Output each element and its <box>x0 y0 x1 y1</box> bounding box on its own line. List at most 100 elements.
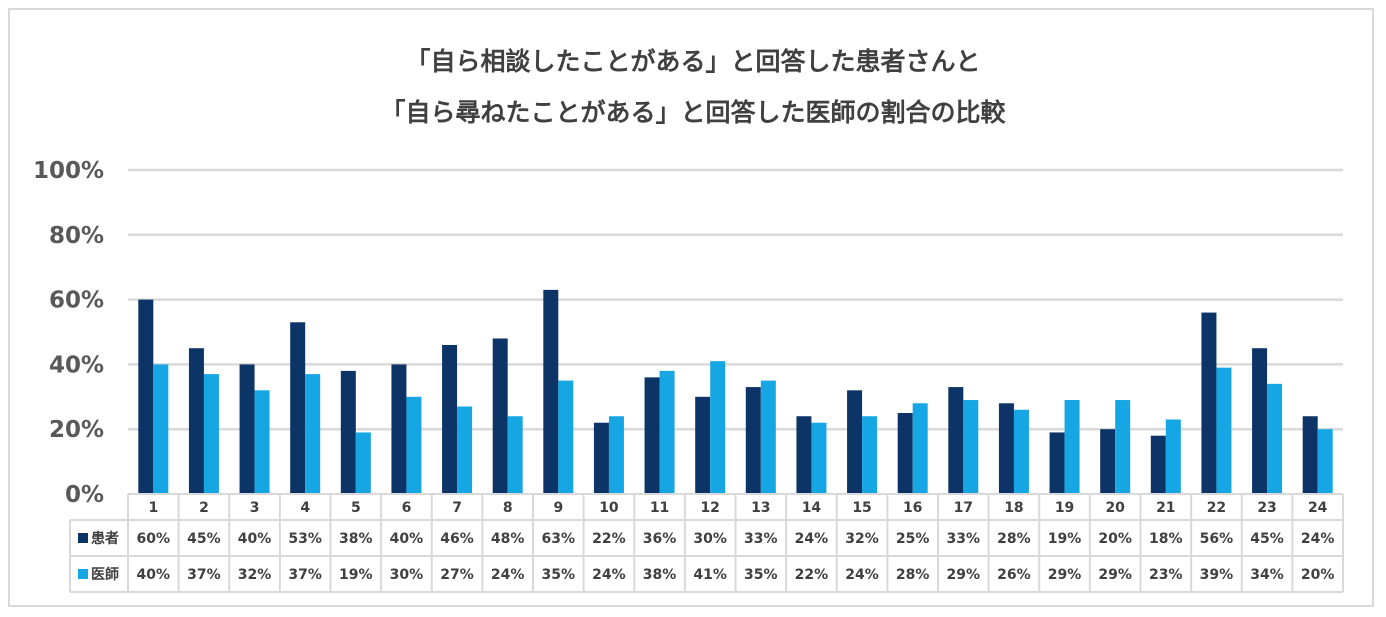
data-label: 24% <box>845 567 879 583</box>
data-label: 40% <box>390 531 424 547</box>
data-label: 36% <box>643 531 677 547</box>
data-label: 30% <box>390 567 424 583</box>
data-label: 34% <box>1250 567 1284 583</box>
data-label: 53% <box>288 531 322 547</box>
data-label: 38% <box>339 531 373 547</box>
bar-patients <box>644 377 660 494</box>
category-label: 6 <box>402 500 412 516</box>
bar-doctors <box>659 370 675 494</box>
bar-doctors <box>558 380 574 494</box>
data-label: 24% <box>795 531 829 547</box>
y-tick-label: 80% <box>49 223 104 249</box>
bar-doctors <box>153 364 169 494</box>
category-label: 5 <box>351 500 361 516</box>
bar-patients <box>1252 348 1268 494</box>
bar-patients <box>138 299 154 494</box>
bar-doctors <box>1216 367 1232 494</box>
chart-title-line-1: 「自ら相談したことがある」と回答した患者さんと <box>405 47 981 76</box>
category-label: 24 <box>1308 500 1328 516</box>
data-label: 18% <box>1149 531 1183 547</box>
data-label: 24% <box>491 567 525 583</box>
y-tick-label: 60% <box>49 288 104 314</box>
bar-doctors <box>406 396 422 494</box>
bar-doctors <box>710 361 726 494</box>
chart-title-line-2: 「自ら尋ねたことがある」と回答した医師の割合の比較 <box>380 98 1006 127</box>
data-label: 45% <box>187 531 221 547</box>
category-label: 13 <box>751 500 770 516</box>
category-label: 9 <box>553 500 563 516</box>
category-label: 4 <box>300 500 310 516</box>
data-label: 41% <box>693 567 727 583</box>
bar-doctors <box>811 422 827 494</box>
chart-frame <box>8 8 1374 607</box>
bar-patients <box>1150 435 1166 494</box>
category-label: 22 <box>1207 500 1226 516</box>
bar-patients <box>745 387 761 494</box>
category-label: 7 <box>452 500 462 516</box>
data-label: 22% <box>592 531 626 547</box>
data-label: 29% <box>947 567 981 583</box>
data-label: 20% <box>1098 531 1132 547</box>
legend-label-doctors: 医師 <box>91 566 119 583</box>
bar-doctors <box>507 416 523 494</box>
bar-patients <box>543 289 559 494</box>
data-label: 63% <box>542 531 576 547</box>
bar-doctors <box>963 400 979 494</box>
bar-patients <box>1201 312 1217 494</box>
category-label: 3 <box>250 500 260 516</box>
data-label: 28% <box>997 531 1031 547</box>
data-label: 24% <box>592 567 626 583</box>
data-label: 39% <box>1200 567 1234 583</box>
data-label: 19% <box>1048 531 1082 547</box>
data-label: 38% <box>643 567 677 583</box>
category-label: 20 <box>1105 500 1125 516</box>
legend-key-patients <box>78 533 88 543</box>
data-label: 29% <box>1098 567 1132 583</box>
bar-patients <box>796 416 812 494</box>
data-label: 22% <box>795 567 829 583</box>
category-label: 23 <box>1257 500 1276 516</box>
category-label: 2 <box>199 500 209 516</box>
data-label: 19% <box>339 567 373 583</box>
data-label: 29% <box>1048 567 1082 583</box>
data-label: 40% <box>238 531 272 547</box>
data-label: 35% <box>542 567 576 583</box>
category-label: 10 <box>599 500 619 516</box>
bar-patients <box>442 344 458 494</box>
data-label: 25% <box>896 531 930 547</box>
data-label: 37% <box>187 567 221 583</box>
category-label: 1 <box>148 500 158 516</box>
bar-doctors <box>862 416 878 494</box>
y-tick-label: 20% <box>49 417 104 443</box>
bar-patients <box>290 322 306 494</box>
data-label: 24% <box>1301 531 1335 547</box>
bar-patients <box>593 422 609 494</box>
bar-doctors <box>912 403 928 494</box>
data-label: 46% <box>440 531 474 547</box>
data-label: 33% <box>947 531 981 547</box>
category-label: 19 <box>1055 500 1074 516</box>
data-label: 30% <box>693 531 727 547</box>
category-label: 8 <box>503 500 513 516</box>
category-label: 16 <box>903 500 922 516</box>
category-label: 17 <box>954 500 973 516</box>
category-label: 11 <box>650 500 669 516</box>
data-label: 48% <box>491 531 525 547</box>
bar-doctors <box>457 406 473 494</box>
bar-doctors <box>1267 383 1283 494</box>
legend-key-doctors <box>78 569 88 579</box>
bar-doctors <box>1165 419 1181 494</box>
bar-patients <box>391 364 407 494</box>
bar-doctors <box>608 416 624 494</box>
category-label: 12 <box>700 500 719 516</box>
bar-patients <box>1049 432 1065 494</box>
bar-doctors <box>355 432 371 494</box>
bar-patients <box>847 390 863 494</box>
data-label: 32% <box>238 567 272 583</box>
bar-patients <box>1302 416 1318 494</box>
bar-patients <box>948 387 964 494</box>
data-label: 23% <box>1149 567 1183 583</box>
bar-patients <box>897 413 913 494</box>
category-label: 21 <box>1156 500 1175 516</box>
